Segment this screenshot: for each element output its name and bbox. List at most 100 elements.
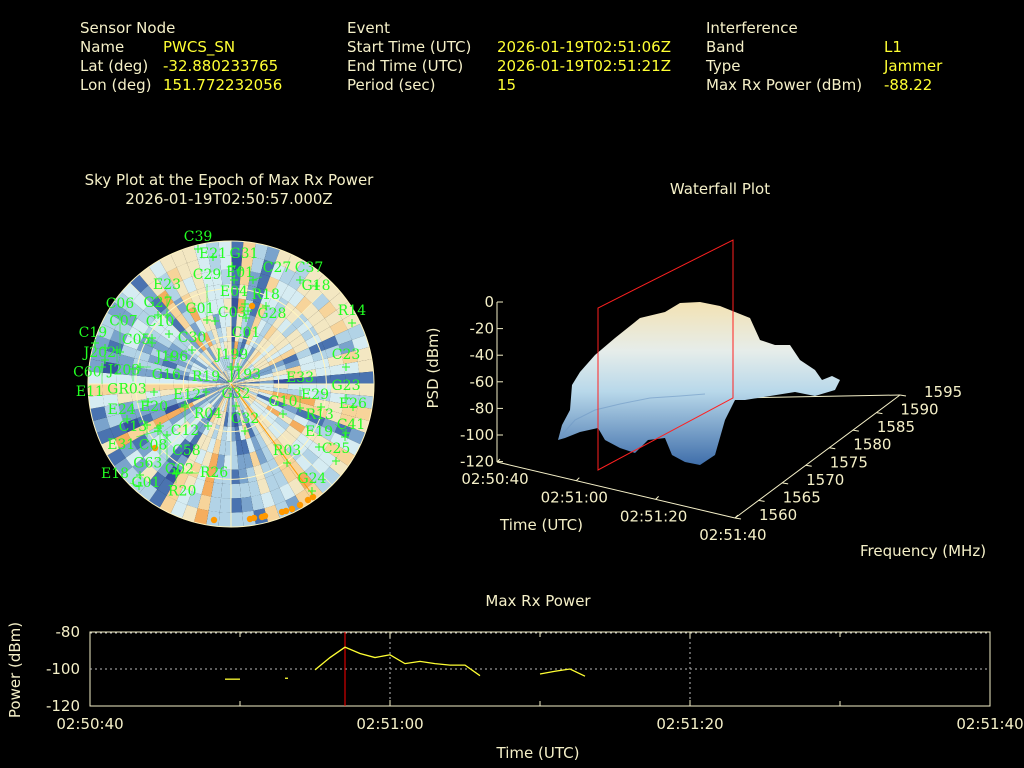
satellite-label: E19 <box>305 424 333 440</box>
heat-cell <box>224 384 231 398</box>
heat-cell <box>116 384 132 394</box>
heat-cell <box>173 384 189 389</box>
heat-cell <box>194 303 207 320</box>
heat-cell <box>173 379 189 384</box>
heat-cell <box>197 257 212 274</box>
heat-cell <box>118 354 135 367</box>
heat-cell <box>355 406 372 422</box>
heat-cell <box>342 438 361 456</box>
heat-cell <box>148 260 167 279</box>
heat-cell <box>284 359 301 370</box>
heat-cell <box>190 414 204 428</box>
satellite-label: E18 <box>101 466 129 482</box>
heat-cell <box>157 477 174 496</box>
heat-cell <box>255 416 268 431</box>
heat-cell <box>292 414 309 427</box>
satellite-g23: G23 <box>332 378 361 402</box>
heat-cell <box>194 416 207 431</box>
heat-cell <box>296 319 313 335</box>
heat-cell <box>273 387 288 394</box>
heat-cell <box>244 376 260 382</box>
heat-cell <box>125 301 144 319</box>
heat-cell <box>113 292 133 311</box>
z-tick-label: -100 <box>460 426 494 444</box>
satellite-label: G31 <box>230 246 259 262</box>
power-line-segment <box>539 668 586 677</box>
satellite-plus-icon <box>101 356 109 364</box>
heat-cell <box>284 398 301 409</box>
heat-cell <box>208 453 219 469</box>
heat-cell <box>265 474 280 492</box>
satellite-label: R13 <box>305 407 333 423</box>
heat-cell <box>266 309 281 326</box>
satellite-plus-icon <box>342 429 350 437</box>
heat-cell <box>245 384 260 387</box>
heat-cell <box>210 362 222 374</box>
heat-cell <box>188 388 204 396</box>
heat-cell <box>243 390 257 399</box>
heat-cell <box>245 314 256 331</box>
heat-cell <box>273 280 289 298</box>
heat-cell <box>267 458 282 475</box>
heat-cell <box>223 397 229 413</box>
heat-cell <box>201 451 213 467</box>
heat-cell <box>180 329 195 344</box>
heat-cell <box>250 316 262 333</box>
heat-cell <box>231 455 239 470</box>
satellite-g27: G27 <box>144 295 173 319</box>
heat-cell <box>182 276 197 294</box>
interference-marker <box>282 507 290 515</box>
heat-cell <box>226 426 231 442</box>
satellite-plus-icon <box>154 311 162 319</box>
heat-cell <box>188 376 203 382</box>
heat-cell <box>92 417 111 433</box>
satellite-label: C08 <box>139 437 168 453</box>
heat-cell <box>243 371 258 380</box>
heat-cell <box>195 356 210 368</box>
heat-cell <box>234 397 241 412</box>
satellite-c19: C19 <box>79 325 107 347</box>
heat-cell <box>226 370 231 384</box>
heat-cell <box>245 381 260 384</box>
satellite-label: R26 <box>200 465 228 481</box>
heat-cell <box>189 322 203 338</box>
frequency-tick <box>758 499 765 502</box>
satellite-r04: R04 <box>194 406 222 430</box>
heat-cell <box>207 365 221 376</box>
heat-cell <box>329 364 345 376</box>
heat-cell <box>301 426 318 442</box>
heat-cell <box>206 422 217 438</box>
heat-cell <box>329 392 345 404</box>
interference-title: Interference <box>706 19 798 37</box>
heat-cell <box>181 309 196 326</box>
satellite-plus-icon <box>101 344 109 352</box>
heat-cell <box>238 395 248 409</box>
heat-cell <box>188 306 201 323</box>
heat-cell <box>219 374 231 384</box>
heat-cell <box>263 408 278 421</box>
heat-cell <box>224 370 231 384</box>
heat-cell <box>287 371 303 380</box>
heat-cell <box>266 405 281 417</box>
satellite-plus-icon <box>241 300 249 308</box>
heat-cell <box>273 470 289 488</box>
heat-cell <box>289 419 306 434</box>
heat-cell <box>245 285 257 302</box>
lon-value: 151.772232056 <box>163 76 283 94</box>
frequency-tick <box>876 412 883 415</box>
heat-cell <box>219 341 227 357</box>
heat-cell <box>248 480 261 497</box>
heat-cell <box>351 417 370 433</box>
heat-cell <box>232 355 236 370</box>
satellite-plus-icon <box>194 245 202 253</box>
heat-cell <box>347 428 366 445</box>
heat-cell <box>137 310 155 327</box>
heat-cell <box>304 482 323 502</box>
heat-cell <box>296 278 314 297</box>
heat-cell <box>287 377 303 384</box>
heat-cell <box>245 437 256 454</box>
heat-cell <box>279 267 296 285</box>
heat-cell <box>166 302 182 319</box>
heat-cell <box>231 426 236 442</box>
